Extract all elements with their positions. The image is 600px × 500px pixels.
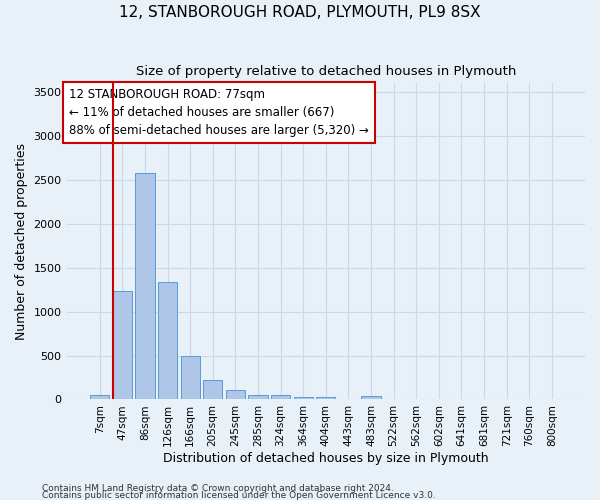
Bar <box>226 390 245 400</box>
Bar <box>136 173 155 400</box>
Bar <box>316 398 335 400</box>
Bar <box>293 397 313 400</box>
Text: 12, STANBOROUGH ROAD, PLYMOUTH, PL9 8SX: 12, STANBOROUGH ROAD, PLYMOUTH, PL9 8SX <box>119 5 481 20</box>
Bar <box>113 290 132 400</box>
Bar <box>361 396 380 400</box>
Bar <box>248 394 268 400</box>
Bar <box>90 394 109 400</box>
Bar <box>271 395 290 400</box>
Text: Contains public sector information licensed under the Open Government Licence v3: Contains public sector information licen… <box>42 491 436 500</box>
Title: Size of property relative to detached houses in Plymouth: Size of property relative to detached ho… <box>136 65 516 78</box>
Bar <box>181 356 200 400</box>
Y-axis label: Number of detached properties: Number of detached properties <box>15 143 28 340</box>
Bar <box>158 282 177 400</box>
Text: 12 STANBOROUGH ROAD: 77sqm
← 11% of detached houses are smaller (667)
88% of sem: 12 STANBOROUGH ROAD: 77sqm ← 11% of deta… <box>69 88 369 137</box>
Text: Contains HM Land Registry data © Crown copyright and database right 2024.: Contains HM Land Registry data © Crown c… <box>42 484 394 493</box>
X-axis label: Distribution of detached houses by size in Plymouth: Distribution of detached houses by size … <box>163 452 488 465</box>
Bar <box>203 380 223 400</box>
